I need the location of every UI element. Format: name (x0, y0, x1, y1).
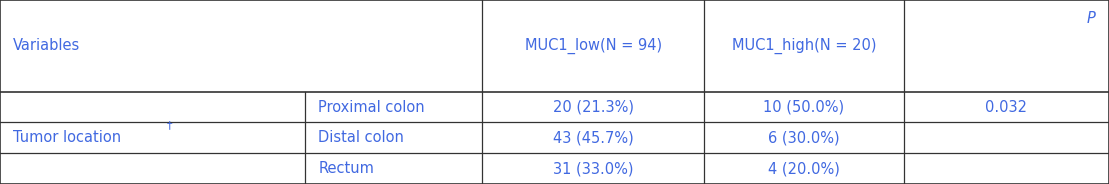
Text: Variables: Variables (13, 38, 81, 54)
Text: P: P (1087, 11, 1096, 26)
Text: †: † (166, 120, 172, 130)
Text: 43 (45.7%): 43 (45.7%) (553, 130, 633, 145)
Text: Tumor location: Tumor location (13, 130, 121, 146)
Text: MUC1_low(N = 94): MUC1_low(N = 94) (525, 38, 662, 54)
Text: Distal colon: Distal colon (318, 130, 404, 145)
Text: 4 (20.0%): 4 (20.0%) (769, 161, 840, 176)
Text: MUC1_high(N = 20): MUC1_high(N = 20) (732, 38, 876, 54)
Text: 10 (50.0%): 10 (50.0%) (763, 100, 845, 115)
Text: Proximal colon: Proximal colon (318, 100, 425, 115)
Text: 31 (33.0%): 31 (33.0%) (553, 161, 633, 176)
Text: Rectum: Rectum (318, 161, 374, 176)
Text: 0.032: 0.032 (986, 100, 1027, 115)
Text: 6 (30.0%): 6 (30.0%) (769, 130, 840, 145)
Text: 20 (21.3%): 20 (21.3%) (552, 100, 634, 115)
